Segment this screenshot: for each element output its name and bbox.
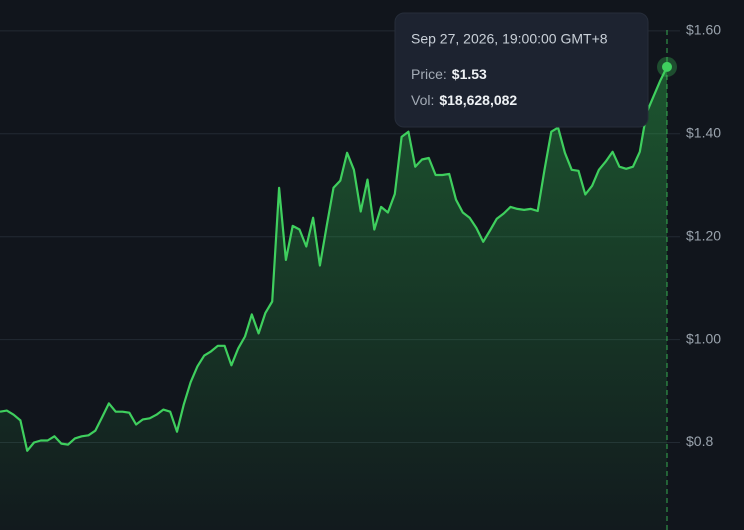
tooltip-label: Price:	[411, 66, 447, 82]
tooltip-box	[394, 12, 649, 128]
tooltip-row: Price: $1.53	[411, 66, 487, 82]
hover-point	[662, 61, 672, 72]
tooltip: Sep 27, 2026, 19:00:00 GMT+8 Price: $1.53 V…	[394, 12, 649, 128]
y-tick-label: $1.00	[686, 330, 721, 346]
plot	[0, 30, 677, 530]
tooltip-row: Vol: $18,628,082	[411, 92, 517, 108]
y-tick-label: $1.60	[686, 22, 721, 38]
y-tick-label: $1.40	[686, 124, 721, 140]
tooltip-label: Vol:	[411, 92, 434, 108]
tooltip-value: $18,628,082	[439, 92, 517, 108]
tooltip-date: Sep 27, 2026, 19:00:00 GMT+8	[411, 31, 608, 47]
price-line	[0, 66, 668, 452]
y-tick-label: $1.20	[686, 227, 721, 243]
area	[0, 66, 667, 530]
y-tick-label: $0.8	[686, 433, 713, 449]
tooltip-value: $1.53	[452, 66, 487, 82]
